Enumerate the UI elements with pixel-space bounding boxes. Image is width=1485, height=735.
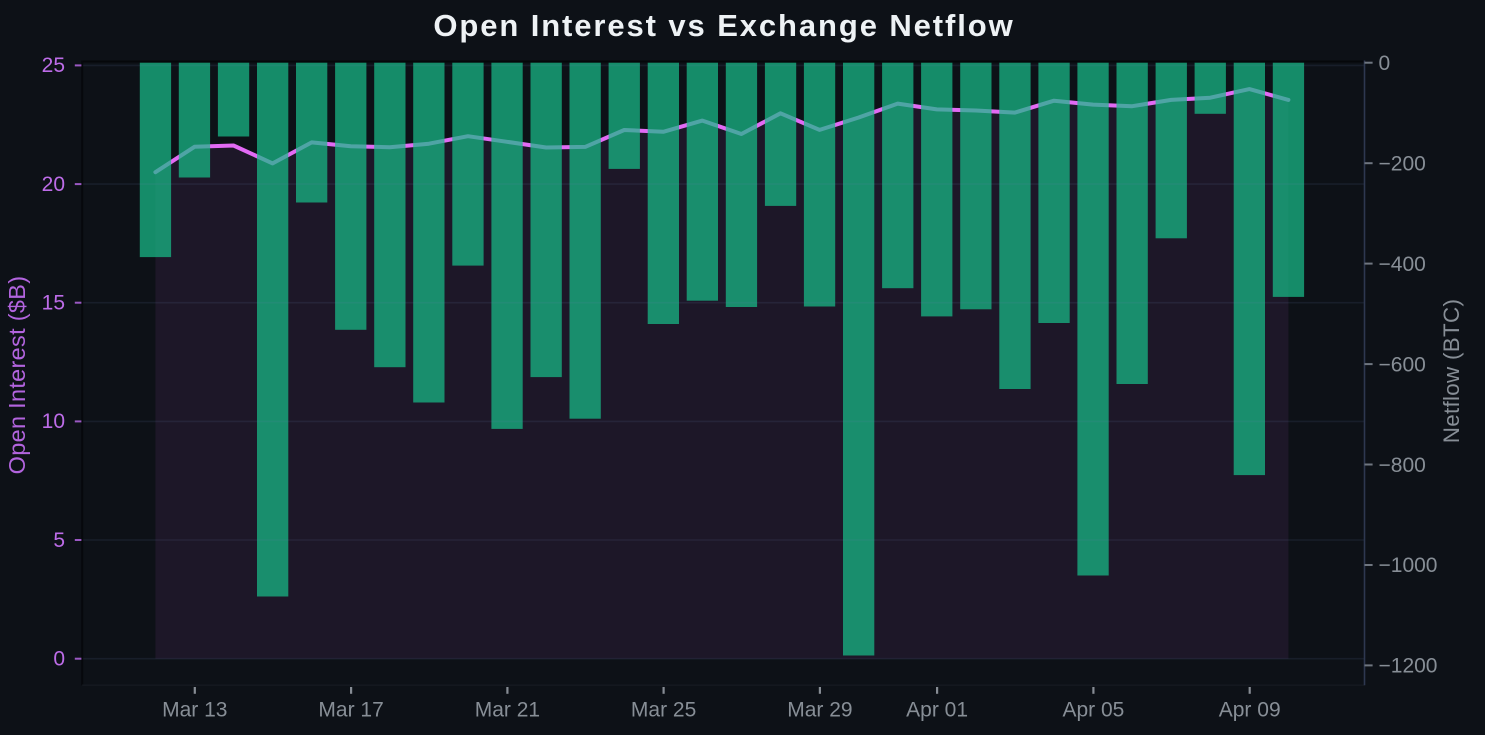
svg-text:Mar 17: Mar 17 <box>318 698 383 721</box>
svg-text:10: 10 <box>42 410 65 433</box>
svg-text:Open Interest ($B): Open Interest ($B) <box>4 276 30 475</box>
svg-text:Apr 05: Apr 05 <box>1062 698 1124 721</box>
svg-text:−600: −600 <box>1379 353 1426 376</box>
svg-text:Apr 01: Apr 01 <box>906 698 968 721</box>
svg-text:15: 15 <box>42 292 65 315</box>
svg-text:Mar 21: Mar 21 <box>475 698 540 721</box>
svg-text:−200: −200 <box>1379 153 1426 176</box>
svg-text:25: 25 <box>42 54 65 77</box>
svg-text:Netflow (BTC): Netflow (BTC) <box>1439 299 1464 443</box>
svg-text:Open Interest vs Exchange Netf: Open Interest vs Exchange Netflow <box>433 8 1014 43</box>
svg-text:Mar 29: Mar 29 <box>787 698 852 721</box>
svg-text:−1200: −1200 <box>1379 655 1438 678</box>
svg-text:−800: −800 <box>1379 454 1426 477</box>
svg-text:Apr 09: Apr 09 <box>1219 698 1281 721</box>
svg-text:−400: −400 <box>1379 253 1426 276</box>
svg-text:Mar 25: Mar 25 <box>631 698 696 721</box>
svg-text:Mar 13: Mar 13 <box>162 698 227 721</box>
svg-text:20: 20 <box>42 173 65 196</box>
svg-text:0: 0 <box>53 648 65 671</box>
svg-text:5: 5 <box>53 529 65 552</box>
svg-text:0: 0 <box>1379 52 1391 75</box>
svg-text:−1000: −1000 <box>1379 554 1438 577</box>
